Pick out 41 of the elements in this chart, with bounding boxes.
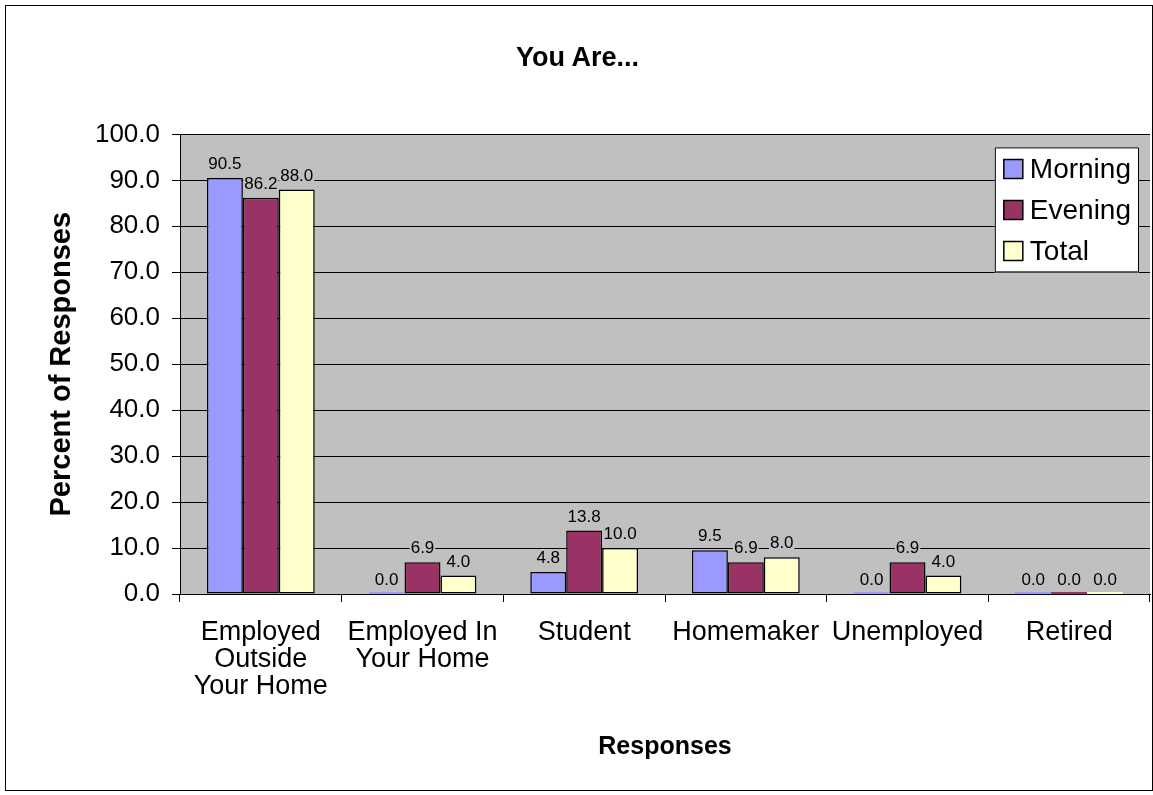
y-tick-label: 20.0: [109, 485, 160, 516]
data-label: 6.9: [410, 538, 435, 558]
data-label: 86.2: [244, 173, 278, 193]
data-label: 6.9: [734, 538, 758, 558]
y-tick-label: 100.0: [94, 117, 160, 148]
data-label: 0.0: [1093, 570, 1117, 589]
data-label: 88.0: [280, 165, 314, 185]
y-tick-label: 70.0: [109, 255, 160, 286]
data-label: 13.8: [567, 506, 601, 526]
y-tick-label: 10.0: [109, 531, 160, 562]
x-tick-label: Employed Outside Your Home: [193, 615, 328, 700]
x-tick-label: Retired: [1025, 615, 1113, 646]
data-label: 4.0: [446, 551, 471, 571]
x-tick-label: Homemaker: [672, 615, 820, 646]
y-tick-label: 0.0: [123, 577, 160, 608]
data-label: 0.0: [1021, 570, 1046, 589]
y-tick-label: 50.0: [109, 347, 160, 378]
data-label: 9.5: [698, 526, 722, 546]
data-label: 0.0: [1057, 570, 1081, 589]
data-label: 90.5: [208, 154, 242, 174]
data-label: 0.0: [859, 570, 884, 589]
y-tick-label: 90.0: [109, 163, 160, 194]
data-label: 8.0: [769, 533, 794, 553]
y-tick-label: 60.0: [109, 301, 160, 332]
y-tick-label: 80.0: [109, 209, 160, 240]
chart-title: You Are...: [515, 41, 640, 72]
x-axis-title: Responses: [598, 730, 732, 759]
data-label: 4.8: [536, 547, 561, 567]
legend-label: Total: [1029, 234, 1089, 266]
y-tick-label: 40.0: [109, 393, 160, 424]
x-tick-label: Student: [537, 615, 632, 646]
data-label: 10.0: [603, 524, 637, 544]
legend-label: Evening: [1029, 193, 1131, 225]
data-label: 6.9: [895, 538, 920, 558]
data-label: 4.0: [931, 551, 956, 571]
y-tick-label: 30.0: [109, 439, 160, 470]
data-label: 0.0: [374, 570, 399, 589]
y-axis-title: Percent of Responses: [44, 211, 77, 517]
x-tick-label: Employed In Your Home: [347, 615, 498, 673]
x-tick-label: Unemployed: [831, 615, 984, 646]
legend-label: Morning: [1029, 152, 1131, 184]
